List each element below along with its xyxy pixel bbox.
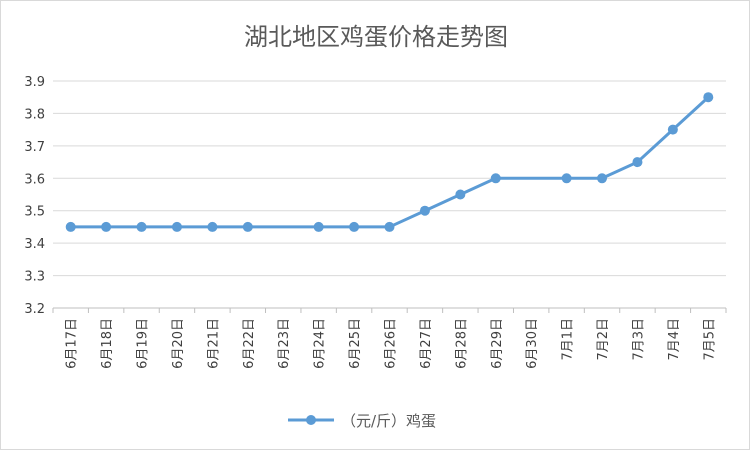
data-point (171, 221, 182, 232)
data-point (419, 205, 430, 216)
legend-point-marker (306, 415, 316, 425)
data-point (561, 173, 572, 184)
x-tick-label: 7月3日 (631, 318, 646, 361)
x-tick-label: 6月23日 (277, 318, 292, 369)
legend: （元/斤）鸡蛋 (288, 412, 436, 430)
data-point (455, 189, 466, 200)
data-point (136, 221, 147, 232)
data-point (597, 173, 608, 184)
data-point (313, 221, 324, 232)
x-tick-label: 6月30日 (525, 318, 540, 369)
y-tick-label: 3.7 (24, 140, 45, 155)
data-point (490, 173, 501, 184)
x-tick-label: 7月5日 (702, 318, 717, 361)
data-point (242, 221, 253, 232)
x-tick-label: 7月2日 (596, 318, 611, 361)
data-point (207, 221, 218, 232)
data-point (632, 157, 643, 168)
x-axis: 6月17日 6月18日 6月19日 6月20日 6月21日 6月22日 6月23日 6月24日… (52, 307, 727, 369)
gridlines (53, 80, 726, 309)
chart-title: 湖北地区鸡蛋价格走势图 (244, 23, 508, 51)
y-tick-label: 3.5 (24, 205, 45, 220)
y-tick-label: 3.8 (24, 107, 45, 122)
series-line (70, 96, 710, 229)
x-tick-label: 6月28日 (454, 318, 469, 369)
y-tick-label: 3.2 (24, 302, 45, 317)
x-tick-label: 6月17日 (65, 318, 80, 369)
y-tick-label: 3.6 (24, 172, 45, 187)
series-layer (65, 92, 714, 232)
x-tick-label: 6月26日 (384, 318, 399, 369)
data-point (667, 124, 678, 135)
data-point (65, 221, 76, 232)
y-axis: 3.2 3.3 3.4 3.5 3.6 3.7 3.8 3.9 (24, 75, 45, 317)
data-point (349, 221, 360, 232)
x-tick-label: 6月27日 (419, 318, 434, 369)
x-tick-label: 6月24日 (313, 318, 328, 369)
x-tick-label: 6月21日 (206, 318, 221, 369)
x-tick-label: 7月1日 (561, 318, 576, 361)
x-tick-label: 6月22日 (242, 318, 257, 369)
data-point (101, 221, 112, 232)
legend-label: （元/斤）鸡蛋 (341, 412, 436, 430)
x-tick-label: 6月18日 (100, 318, 115, 369)
data-point (703, 92, 714, 103)
x-tick-label: 6月20日 (171, 318, 186, 369)
x-tick-label: 6月19日 (136, 318, 151, 369)
y-tick-label: 3.3 (24, 270, 45, 285)
y-tick-label: 3.9 (24, 75, 45, 90)
y-tick-label: 3.4 (24, 237, 45, 252)
x-tick-label: 6月25日 (348, 318, 363, 369)
data-point (384, 221, 395, 232)
x-tick-label: 7月4日 (667, 318, 682, 361)
x-tick-label: 6月29日 (490, 318, 505, 369)
